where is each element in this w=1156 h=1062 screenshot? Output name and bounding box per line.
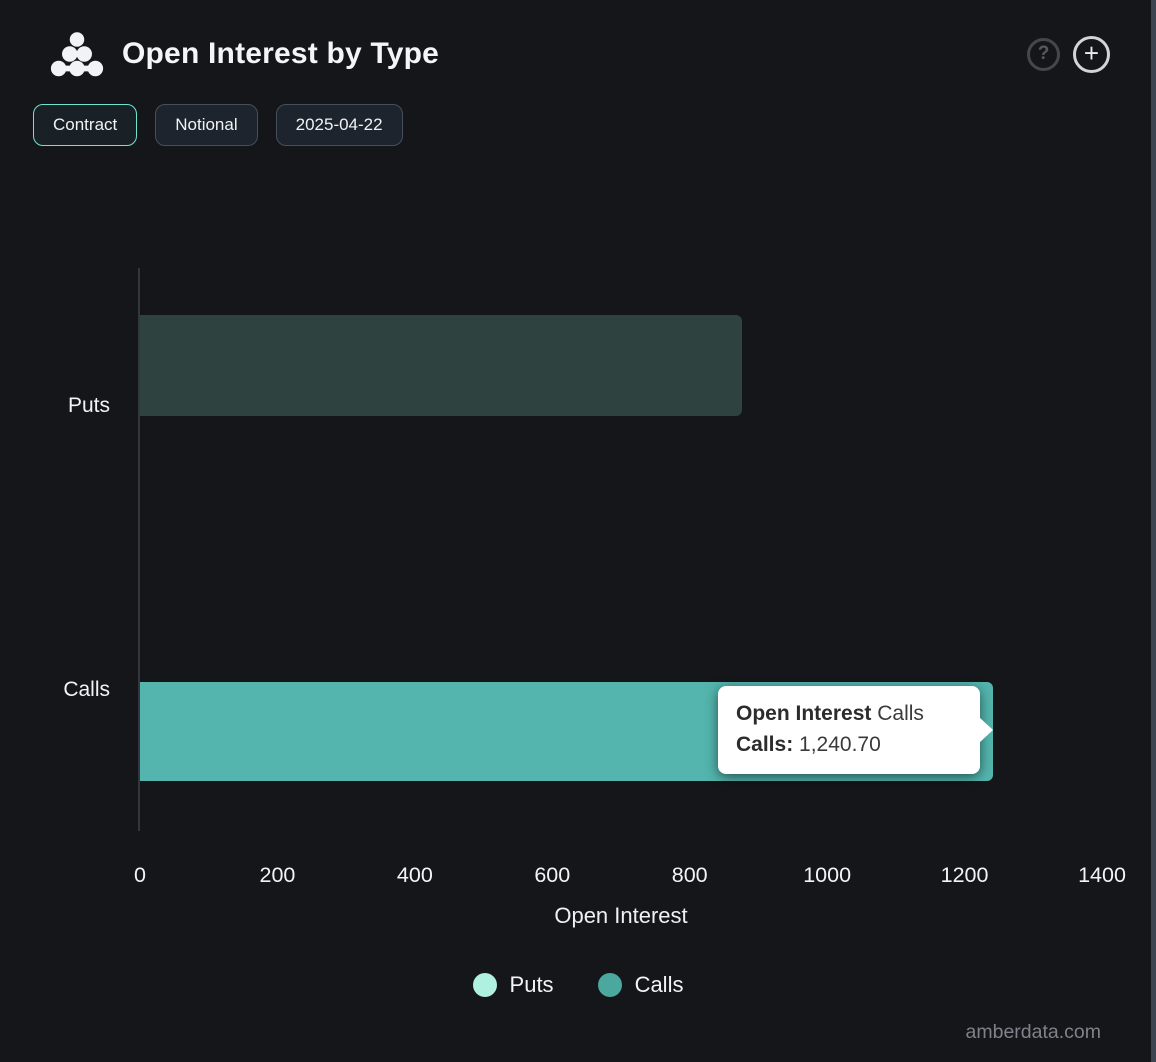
scrollbar-track[interactable] xyxy=(1151,0,1156,1062)
tooltip-header: Open Interest Calls xyxy=(736,702,924,725)
x-tick-label: 0 xyxy=(134,863,146,887)
legend-item-puts[interactable]: Puts xyxy=(472,972,554,998)
contract-toggle-button[interactable]: Contract xyxy=(33,104,138,146)
chart-header: Open Interest by Type ? + xyxy=(48,28,1110,80)
tooltip-arrow xyxy=(979,717,993,743)
x-tick-label: 600 xyxy=(534,863,571,887)
bar-puts[interactable] xyxy=(140,315,742,416)
tooltip-value-row: Calls: 1,240.70 xyxy=(736,733,881,756)
help-icon[interactable]: ? xyxy=(1027,37,1060,71)
y-category-label-calls: Calls xyxy=(63,678,110,701)
add-icon[interactable]: + xyxy=(1073,35,1110,73)
x-tick-label: 400 xyxy=(396,863,433,887)
legend-item-calls[interactable]: Calls xyxy=(597,972,683,998)
y-category-label-puts: Puts xyxy=(67,394,110,417)
x-tick-label: 200 xyxy=(259,863,296,887)
x-axis-title: Open Interest xyxy=(554,903,688,928)
toolbar: Contract Notional 2025-04-22 xyxy=(33,104,403,146)
date-selector-button[interactable]: 2025-04-22 xyxy=(275,104,403,146)
notional-toggle-button[interactable]: Notional xyxy=(155,104,258,146)
watermark: amberdata.com xyxy=(965,1021,1101,1043)
x-tick-label: 1200 xyxy=(940,863,989,887)
x-tick-label: 800 xyxy=(671,863,708,887)
x-tick-label: 1400 xyxy=(1078,863,1126,887)
x-axis-ticks: 0 200 400 600 800 1000 1200 1400 xyxy=(134,863,1126,893)
chart-tooltip: Open Interest Calls Calls: 1,240.70 xyxy=(718,686,993,774)
amberdata-cluster-icon xyxy=(50,32,104,77)
page-title: Open Interest by Type xyxy=(122,37,440,70)
y-axis-line xyxy=(138,268,140,831)
chart-legend: Puts Calls xyxy=(0,972,1156,998)
header-actions: ? + xyxy=(1027,35,1110,73)
puts-legend-swatch-icon xyxy=(472,973,497,997)
x-tick-label: 1000 xyxy=(803,863,852,887)
calls-legend-swatch-icon xyxy=(597,973,622,997)
